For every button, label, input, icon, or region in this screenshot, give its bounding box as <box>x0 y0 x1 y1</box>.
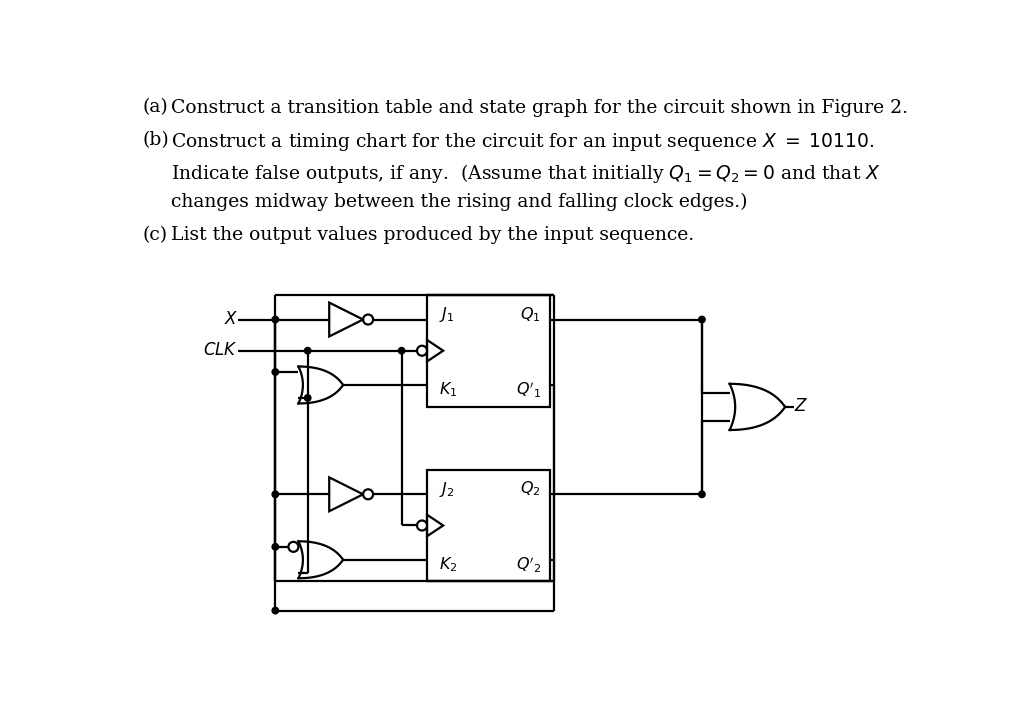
Circle shape <box>698 316 706 323</box>
Text: List the output values produced by the input sequence.: List the output values produced by the i… <box>171 226 693 244</box>
Circle shape <box>417 520 427 530</box>
Circle shape <box>272 316 279 323</box>
Text: (c): (c) <box>142 226 167 244</box>
Circle shape <box>272 491 279 498</box>
Text: $K_2$: $K_2$ <box>438 555 457 574</box>
Text: Construct a timing chart for the circuit for an input sequence $X\;=\;10110.$: Construct a timing chart for the circuit… <box>171 131 873 153</box>
Circle shape <box>398 347 404 354</box>
Text: $J_2$: $J_2$ <box>438 480 454 498</box>
Bar <box>427 470 550 581</box>
Text: Indicate false outputs, if any.  (Assume that initially $Q_1 = Q_2 = 0$ and that: Indicate false outputs, if any. (Assume … <box>171 162 881 184</box>
Text: Construct a transition table and state graph for the circuit shown in Figure 2.: Construct a transition table and state g… <box>171 98 907 117</box>
Text: $Q_2$: $Q_2$ <box>520 480 541 498</box>
Text: $Q'_2$: $Q'_2$ <box>515 554 541 574</box>
Text: $J_1$: $J_1$ <box>438 305 454 324</box>
Circle shape <box>272 369 279 375</box>
Circle shape <box>698 491 706 498</box>
Text: $X$: $X$ <box>224 311 239 328</box>
Text: (a): (a) <box>142 98 168 117</box>
Circle shape <box>272 543 279 550</box>
Circle shape <box>304 347 311 354</box>
Circle shape <box>417 346 427 356</box>
Text: $K_1$: $K_1$ <box>438 380 457 399</box>
Text: $Z$: $Z$ <box>795 399 808 415</box>
Circle shape <box>364 489 373 499</box>
Circle shape <box>304 394 311 401</box>
Text: changes midway between the rising and falling clock edges.): changes midway between the rising and fa… <box>171 192 748 211</box>
Circle shape <box>272 607 279 614</box>
Circle shape <box>289 542 298 552</box>
Text: $CLK$: $CLK$ <box>204 342 239 360</box>
Text: $Q_1$: $Q_1$ <box>520 305 541 323</box>
Text: $Q'_1$: $Q'_1$ <box>515 379 541 399</box>
Bar <box>427 295 550 407</box>
Text: (b): (b) <box>142 131 169 149</box>
Circle shape <box>364 315 373 325</box>
